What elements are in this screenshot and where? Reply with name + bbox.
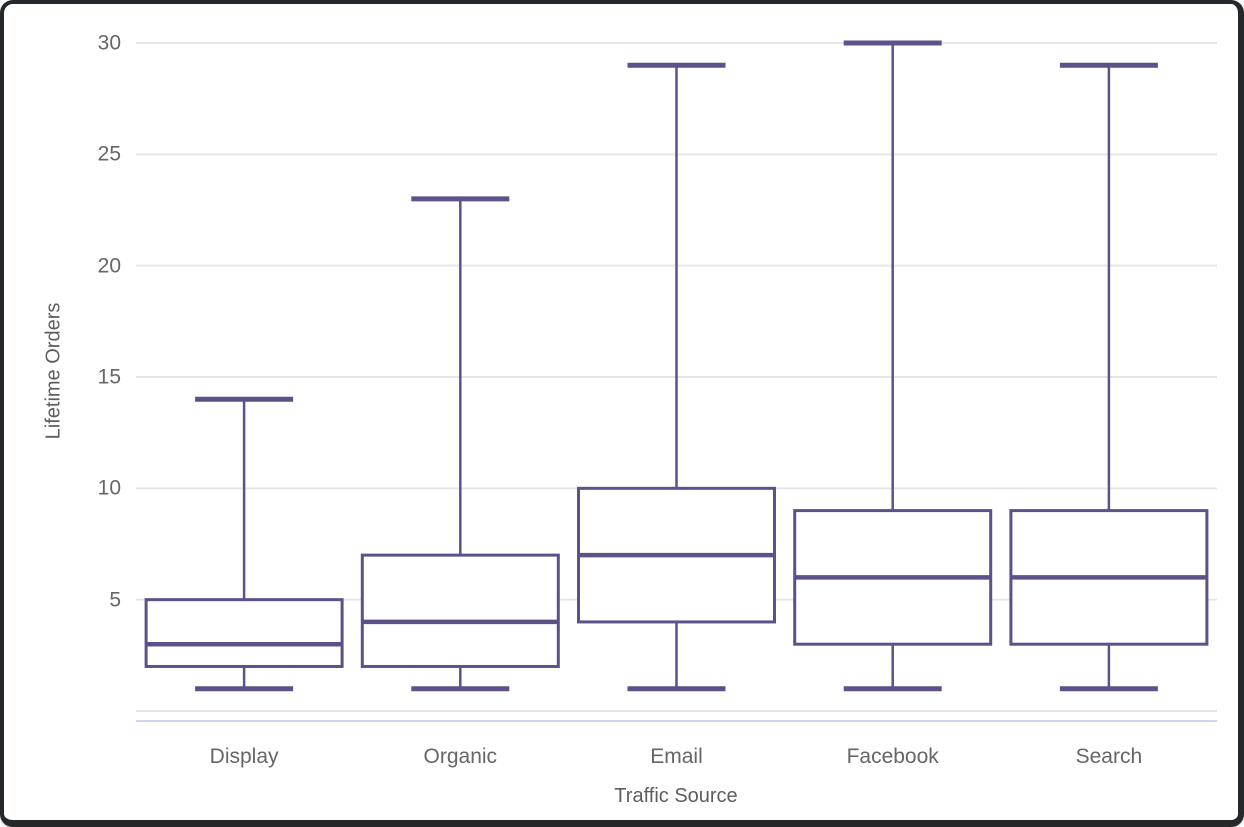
plot-svg <box>136 40 1217 722</box>
x-category-label: Display <box>209 745 279 768</box>
y-axis-title: Lifetime Orders <box>42 302 65 440</box>
boxplot-chart: 5 10 15 20 25 30 Display Organic Email Facebook Se… <box>4 4 1238 820</box>
y-tick-label: 30 <box>97 31 121 55</box>
y-tick-label: 20 <box>97 254 121 278</box>
y-tick-label: 25 <box>97 142 121 166</box>
x-category-label: Organic <box>423 745 498 768</box>
y-tick-label: 5 <box>109 588 121 612</box>
y-tick-label: 15 <box>97 365 121 389</box>
x-category-label: Email <box>650 745 703 768</box>
x-category-label: Facebook <box>846 745 939 768</box>
y-tick-label: 10 <box>97 476 121 500</box>
x-category-label: Search <box>1075 745 1143 768</box>
x-axis-title: Traffic Source <box>614 785 738 807</box>
iqr-box <box>360 553 560 668</box>
iqr-box <box>144 598 344 668</box>
